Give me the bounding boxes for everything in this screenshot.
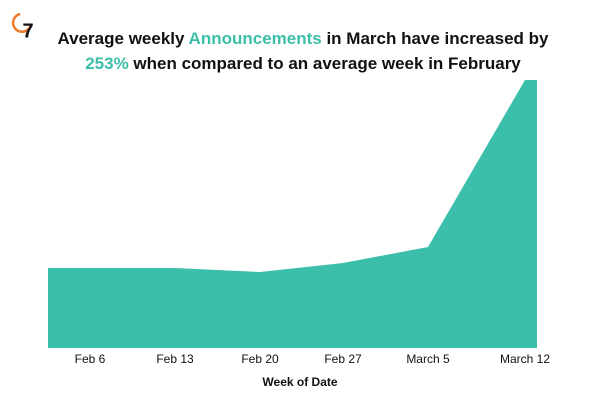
title-segment: 253% (85, 54, 128, 73)
logo-ring (11, 12, 33, 33)
logo: 7 (11, 12, 34, 42)
x-tick-label: Feb 20 (241, 352, 279, 366)
chart-title: 253% when compared to an average week in… (85, 54, 521, 73)
x-tick-label: March 12 (500, 352, 550, 366)
x-tick-label: March 5 (406, 352, 450, 366)
logo-text: 7 (22, 20, 33, 42)
x-axis-label: Week of Date (262, 375, 337, 389)
title-segment: Announcements (189, 29, 322, 48)
area (48, 80, 537, 348)
x-tick-label: Feb 13 (156, 352, 194, 366)
title-segment: when compared to an average week in Febr… (129, 54, 522, 73)
chart-title: Average weekly Announcements in March ha… (58, 29, 550, 48)
x-tick-label: Feb 6 (75, 352, 106, 366)
x-tick-label: Feb 27 (324, 352, 362, 366)
title-segment: Average weekly (58, 29, 189, 48)
title-segment: in March have increased by (322, 29, 549, 48)
